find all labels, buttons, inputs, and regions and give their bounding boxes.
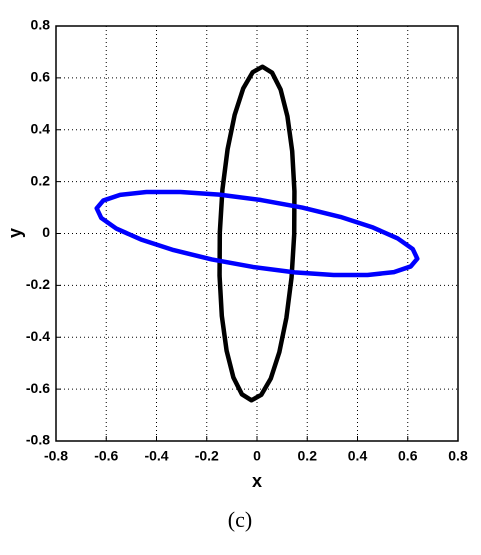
plot-frame [55, 25, 459, 442]
x-tick-label: -0.6 [94, 448, 118, 464]
y-tick-label: -0.2 [26, 276, 50, 292]
data-line [217, 64, 297, 403]
x-tick-label: 0 [253, 448, 261, 464]
x-tick-label: -0.8 [44, 448, 68, 464]
caption: (c) [228, 507, 252, 532]
y-axis-label: y [5, 228, 25, 238]
x-tick-label: 0.6 [398, 448, 418, 464]
x-axis-label: x [252, 471, 262, 491]
x-tick-label: -0.2 [195, 448, 219, 464]
x-tick-label: -0.4 [144, 448, 168, 464]
y-tick-label: 0.8 [31, 17, 51, 33]
x-tick-label: 0.8 [448, 448, 468, 464]
y-tick-label: -0.6 [26, 380, 50, 396]
y-tick-label: 0 [42, 224, 50, 240]
x-tick-label: 0.2 [298, 448, 318, 464]
x-tick-label: 0.4 [348, 448, 368, 464]
y-tick-label: 0.2 [31, 172, 51, 188]
y-tick-label: -0.4 [26, 328, 50, 344]
data-line [94, 189, 420, 278]
y-tick-label: 0.4 [31, 120, 51, 136]
y-tick-label: -0.8 [26, 432, 50, 448]
y-tick-label: 0.6 [31, 69, 51, 85]
